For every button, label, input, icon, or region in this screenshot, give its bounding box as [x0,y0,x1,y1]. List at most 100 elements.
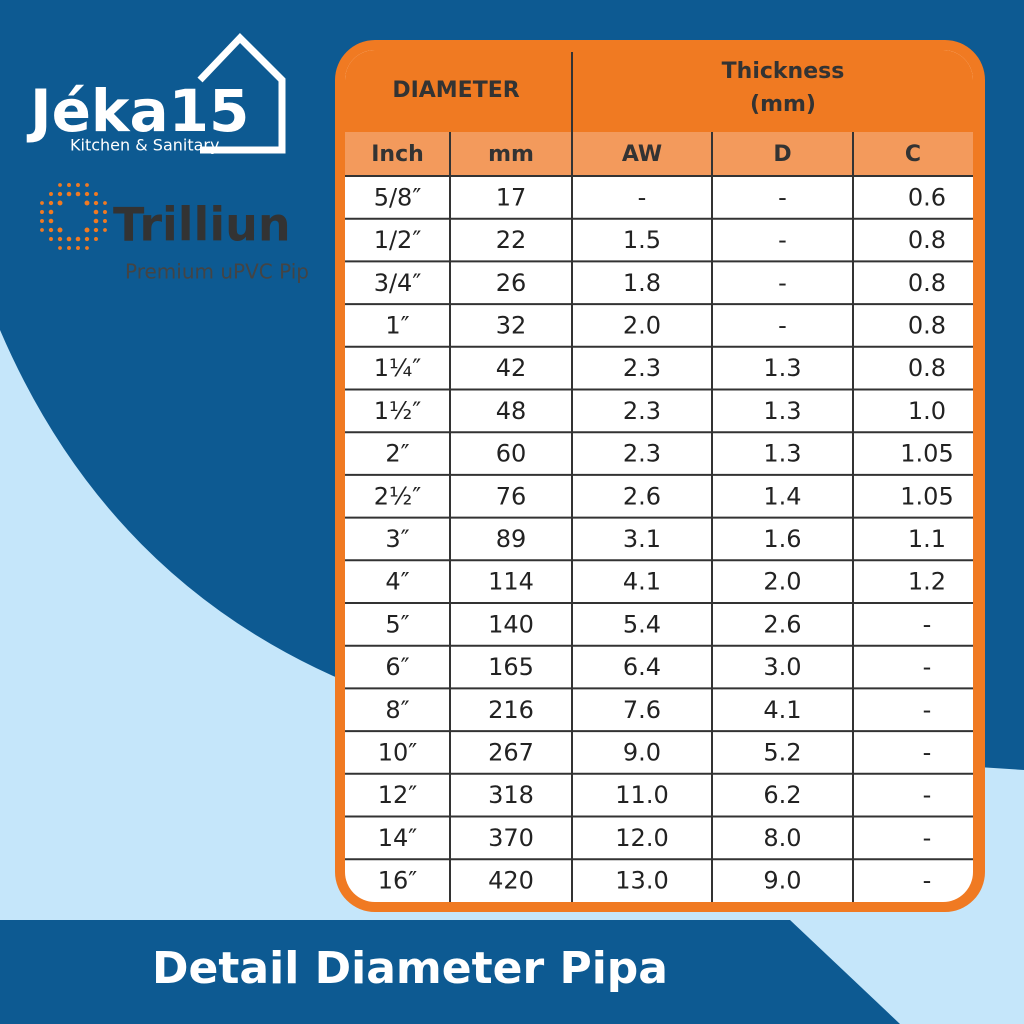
logo-dot [48,209,54,215]
table-cell: 4.1 [763,696,801,724]
table-cell: 2.6 [763,610,801,638]
table-cell: 32 [496,311,527,339]
logo-dot [57,236,63,242]
brand-name: Jéka15 [26,77,249,145]
table-cell: 1.0 [908,397,946,425]
table-cell: 5.2 [763,738,801,766]
table-cell: 0.8 [908,226,946,254]
table-cell: 1.05 [900,482,953,510]
table-cell: 60 [496,440,527,468]
table-cell: 2.3 [623,397,661,425]
partner-logo-dots [40,183,107,250]
table-cell: 12.0 [615,824,668,852]
table-cell: 0.6 [908,183,946,211]
logo-dot [67,246,71,250]
table-cell: 2½″ [374,482,422,510]
logo-dot [76,246,80,250]
logo-dot [103,219,107,223]
logo-dot [66,236,72,242]
thickness-unit: (mm) [750,92,816,117]
table-cell: 3″ [385,525,409,553]
table-cell: 9.0 [763,867,801,895]
logo-dot [48,218,54,224]
logo-dot [58,183,62,187]
table-cell: - [923,738,932,766]
table-cell: - [923,781,932,809]
house-icon [197,32,286,154]
table-cell: - [638,183,647,211]
logo-dot [85,246,89,250]
table-cell: 318 [488,781,534,809]
logo-dot [57,191,63,197]
table-cell: 165 [488,653,534,681]
table-cell: 267 [488,738,534,766]
table-cell: - [923,696,932,724]
table-cell: 1.8 [623,269,661,297]
footer-title: Detail Diameter Pipa [152,943,668,994]
table-cell: 6.4 [623,653,661,681]
table-cell: 1.5 [623,226,661,254]
table-cell: 0.8 [908,269,946,297]
table-cell: 0.8 [908,354,946,382]
logo-dot [93,227,99,233]
logo-dot [93,209,99,215]
table-cell: 6″ [385,653,409,681]
logo-dot [84,191,90,197]
logo-dot [48,227,54,233]
table-cell: 3.0 [763,653,801,681]
table-cell: 8″ [385,696,409,724]
partner-name: Trilliun [113,198,291,252]
table-cell: 6.2 [763,781,801,809]
table-cell: 140 [488,610,534,638]
table-cell: 1.05 [900,440,953,468]
table-cell: 9.0 [623,738,661,766]
logo-dot [48,200,54,206]
logo-dot [40,219,44,223]
table-cell: 370 [488,824,534,852]
logo-dot [40,210,44,214]
table-cell: - [778,183,787,211]
logo-dot [84,227,90,233]
table-cell: 17 [496,183,527,211]
footer-accent [790,920,1024,1024]
logo-dot [94,237,98,241]
logo-dot [85,183,89,187]
table-cell: 1.4 [763,482,801,510]
table-cell: 1.3 [763,354,801,382]
table-cell: 2.0 [623,311,661,339]
table-cell: - [923,867,932,895]
logo-dot [94,192,98,196]
table-cell: 13.0 [615,867,668,895]
logo-dot [93,200,99,206]
logo-dot [103,228,107,232]
logo-dot [75,191,81,197]
column-header: D [773,142,791,167]
logo-dot [93,218,99,224]
table-cell: 1.1 [908,525,946,553]
logo-dot [66,191,72,197]
logo-dot [49,237,53,241]
logo-dot [76,183,80,187]
column-header: AW [622,142,662,167]
table-cell: 42 [496,354,527,382]
table-cell: 2.0 [763,568,801,596]
table-cell: 2.3 [623,354,661,382]
table-cell: 1.3 [763,397,801,425]
table-cell: 89 [496,525,527,553]
table-cell: 1/2″ [374,226,422,254]
logo-dot [49,192,53,196]
logo-dot [103,210,107,214]
table-cell: 420 [488,867,534,895]
table-cell: 48 [496,397,527,425]
brand-tagline: Kitchen & Sanitary [70,136,219,155]
logo-dot [84,236,90,242]
logo-dot [40,201,44,205]
table-cell: 76 [496,482,527,510]
table: DIAMETER Thickness (mm) Inch mm AW D C 5/8″ 17… [345,50,973,902]
partner-tagline: Premium uPVC Pip [125,260,309,284]
table-cell: 1.3 [763,440,801,468]
table-cell: 0.8 [908,311,946,339]
logo-dot [103,201,107,205]
logo-dot [67,183,71,187]
